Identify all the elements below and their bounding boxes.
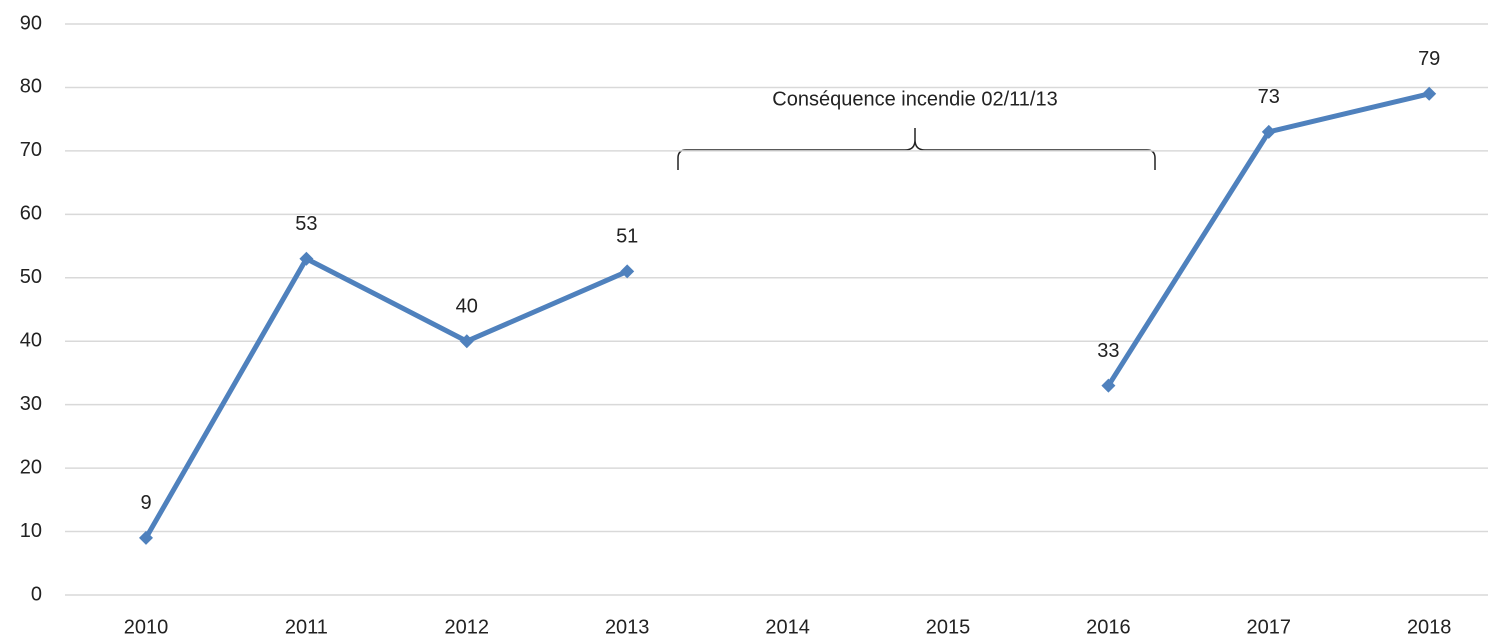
x-tick-label: 2012 [445, 616, 490, 638]
y-tick-label: 90 [20, 12, 42, 34]
y-tick-label: 60 [20, 203, 42, 225]
data-label: 53 [295, 213, 317, 235]
line [143, 91, 1430, 540]
data-label: 9 [140, 492, 151, 514]
marker [1101, 378, 1116, 393]
x-tick-label: 2013 [605, 616, 650, 638]
y-tick-label: 50 [20, 266, 42, 288]
x-tick-label: 2017 [1247, 616, 1292, 638]
data-label: 79 [1418, 48, 1440, 70]
marker [139, 530, 153, 545]
annotation: Conséquence incendie 02/11/13 [772, 88, 1057, 110]
x-tick-label: 2016 [1086, 616, 1131, 638]
y-tick-label: 80 [20, 76, 42, 98]
x-tick-label: 2010 [124, 616, 169, 638]
marker [620, 264, 635, 279]
data-label: 51 [616, 226, 638, 248]
y-tick-label: 0 [31, 583, 42, 605]
marker [299, 251, 314, 266]
data-label: 33 [1097, 340, 1119, 362]
marker [459, 334, 474, 349]
x-tick-label: 2018 [1407, 616, 1452, 638]
y-tick-label: 10 [20, 520, 42, 542]
annotation-brace [677, 128, 1156, 170]
data-label: 73 [1258, 86, 1280, 108]
y-tick-label: 20 [20, 456, 42, 478]
y-tick-label: 30 [20, 393, 42, 415]
marker [1422, 86, 1437, 101]
y-tick-label: 70 [20, 139, 42, 161]
x-tick-label: 2014 [765, 616, 810, 638]
x-tick-label: 2011 [285, 616, 328, 638]
data-label: 40 [456, 296, 478, 318]
y-tick-label: 40 [20, 330, 42, 352]
marker [1261, 124, 1276, 139]
x-tick-label: 2015 [926, 616, 971, 638]
